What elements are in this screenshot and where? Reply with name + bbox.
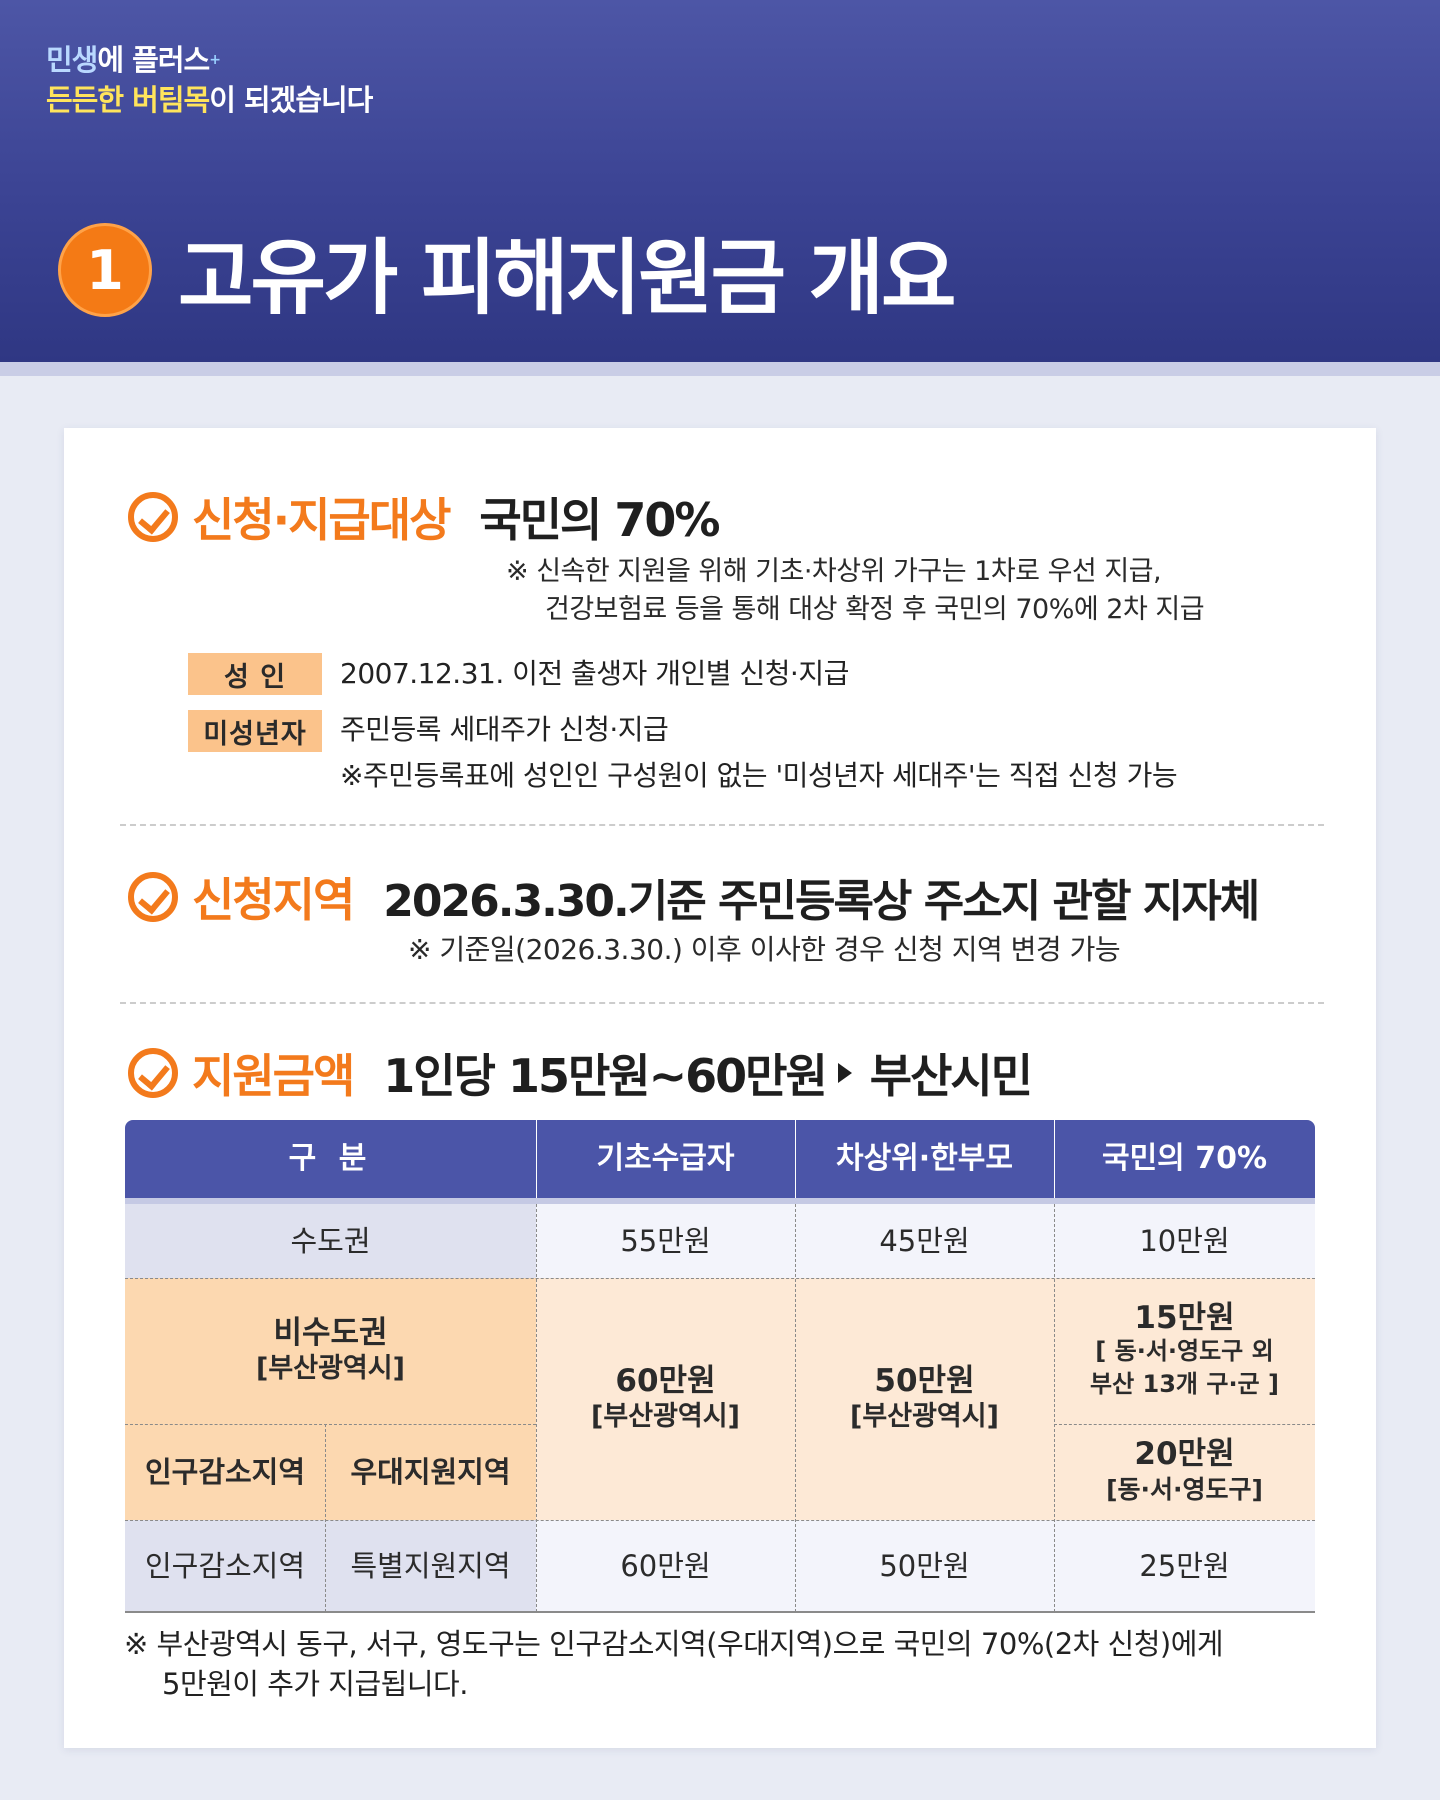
amount-value: 1인당 15만원~60만원 <box>383 1049 828 1103</box>
noncapital-nearpoor-amount: 50만원 <box>874 1363 975 1399</box>
table-cell-special-basic: 60만원 <box>536 1520 795 1612</box>
adult-desc: 2007.12.31. 이전 출생자 개인별 신청·지급 <box>340 657 849 690</box>
seventy-a-region-1: [ 동·서·영도구 외 <box>1095 1336 1274 1365</box>
table-grid-line <box>536 1204 537 1612</box>
amount-target: 부산시민 <box>869 1049 1033 1103</box>
table-cell-capital-seventy: 10만원 <box>1054 1204 1315 1278</box>
table-header-category: 구 분 <box>125 1120 536 1198</box>
table-grid-line <box>1054 1424 1315 1425</box>
page-title: 고유가 피해지원금 개요 <box>178 230 956 326</box>
amount-table: 구 분 기초수급자 차상위·한부모 국민의 70% 수도권 55만원 45만원 … <box>125 1120 1315 1613</box>
check-circle-icon <box>128 492 178 542</box>
table-grid-line <box>795 1204 796 1612</box>
footnote-line-2: 5만원이 추가 지급됩니다. <box>162 1667 468 1701</box>
table-grid-line <box>1054 1204 1055 1612</box>
seventy-a-region-2: 부산 13개 구·군 ] <box>1090 1369 1279 1398</box>
table-header-near-poor: 차상위·한부모 <box>795 1120 1054 1198</box>
table-bottom-border <box>125 1611 1315 1613</box>
slogan-highlight-2: 든든한 버팀목 <box>46 83 210 117</box>
minor-tag: 미성년자 <box>188 710 322 752</box>
target-heading: 신청·지급대상 국민의 70% <box>128 484 721 550</box>
header-banner <box>0 0 1440 362</box>
minor-desc-2: ※주민등록표에 성인인 구성원이 없는 '미성년자 세대주'는 직접 신청 가능 <box>340 759 1178 792</box>
content-card: 신청·지급대상 국민의 70% ※ 신속한 지원을 위해 기초·차상위 가구는 … <box>64 428 1376 1748</box>
slogan-highlight-1: 민생 <box>46 43 98 77</box>
noncapital-basic-amount: 60만원 <box>615 1363 716 1399</box>
header-divider <box>1054 1120 1055 1198</box>
table-cell-special-seventy: 25만원 <box>1054 1520 1315 1612</box>
seventy-b-amount: 20만원 <box>1134 1436 1235 1472</box>
footnote-line-1: ※ 부산광역시 동구, 서구, 영도구는 인구감소지역(우대지역)으로 국민의 … <box>124 1627 1224 1661</box>
region-heading: 신청지역 2026.3.30.기준 주민등록상 주소지 관할 지자체 <box>128 864 1260 930</box>
amount-label: 지원금액 <box>192 1049 355 1103</box>
table-cell-capital-near-poor: 45만원 <box>795 1204 1054 1278</box>
table-row-special-label-a: 인구감소지역 <box>125 1520 325 1612</box>
target-label: 신청·지급대상 <box>192 493 451 547</box>
header-stripe <box>125 1198 1315 1204</box>
table-row-noncapital-label: 비수도권 [부산광역시] <box>125 1278 536 1424</box>
region-label: 신청지역 <box>192 873 355 927</box>
seventy-a-amount: 15만원 <box>1134 1299 1235 1336</box>
table-sub-label-preferential: 우대지원지역 <box>325 1424 536 1520</box>
header-underline <box>0 362 1440 376</box>
table-row-capital-label: 수도권 <box>125 1204 536 1278</box>
table-grid-line <box>125 1278 1315 1279</box>
target-value: 국민의 70% <box>479 493 720 547</box>
table-cell-special-near-poor: 50만원 <box>795 1520 1054 1612</box>
footnote: ※ 부산광역시 동구, 서구, 영도구는 인구감소지역(우대지역)으로 국민의 … <box>124 1624 1224 1704</box>
table-cell-noncapital-near-poor: 50만원 [부산광역시] <box>795 1278 1054 1520</box>
region-value: 2026.3.30.기준 주민등록상 주소지 관할 지자체 <box>383 876 1260 927</box>
noncapital-nearpoor-region: [부산광역시] <box>850 1401 999 1432</box>
amount-heading: 지원금액 1인당 15만원~60만원 부산시민 <box>128 1040 1033 1106</box>
table-cell-noncapital-seventy-b: 20만원 [동·서·영도구] <box>1054 1424 1315 1520</box>
noncapital-label-1: 비수도권 <box>273 1315 388 1351</box>
table-row-special-label-b: 특별지원지역 <box>325 1520 536 1612</box>
region-note: ※ 기준일(2026.3.30.) 이후 이사한 경우 신청 지역 변경 가능 <box>408 933 1121 966</box>
table-header-basic: 기초수급자 <box>536 1120 795 1198</box>
divider <box>120 824 1324 826</box>
seventy-b-region: [동·서·영도구] <box>1106 1475 1263 1504</box>
table-sub-label-population: 인구감소지역 <box>125 1424 325 1520</box>
adult-tag: 성 인 <box>188 653 322 695</box>
section-number-badge: 1 <box>58 223 152 317</box>
divider <box>120 1002 1324 1004</box>
header-divider <box>795 1120 796 1198</box>
triangle-right-icon <box>837 1063 852 1083</box>
noncapital-basic-region: [부산광역시] <box>591 1401 740 1432</box>
slogan: 민생에 플러스+ 든든한 버팀목이 되겠습니다 <box>46 40 373 120</box>
plus-icon: + <box>209 52 221 68</box>
target-note-1: ※ 신속한 지원을 위해 기초·차상위 가구는 1차로 우선 지급, <box>506 556 1162 587</box>
slogan-text-1: 에 플러스 <box>97 43 210 77</box>
noncapital-label-2: [부산광역시] <box>256 1353 405 1384</box>
slogan-text-2: 이 되겠습니다 <box>209 83 373 117</box>
table-grid-line <box>125 1520 1315 1521</box>
table-cell-noncapital-seventy-a: 15만원 [ 동·서·영도구 외 부산 13개 구·군 ] <box>1054 1278 1315 1424</box>
target-note-2: 건강보험료 등을 통해 대상 확정 후 국민의 70%에 2차 지급 <box>545 594 1205 625</box>
table-header-seventy: 국민의 70% <box>1054 1120 1315 1198</box>
check-circle-icon <box>128 1048 178 1098</box>
check-circle-icon <box>128 872 178 922</box>
table-cell-capital-basic: 55만원 <box>536 1204 795 1278</box>
table-grid-line <box>125 1424 536 1425</box>
table-grid-line <box>325 1424 326 1612</box>
table-cell-noncapital-basic: 60만원 [부산광역시] <box>536 1278 795 1520</box>
minor-desc-1: 주민등록 세대주가 신청·지급 <box>340 713 669 746</box>
title-row: 1 고유가 피해지원금 개요 <box>58 220 956 326</box>
header-divider <box>536 1120 537 1198</box>
